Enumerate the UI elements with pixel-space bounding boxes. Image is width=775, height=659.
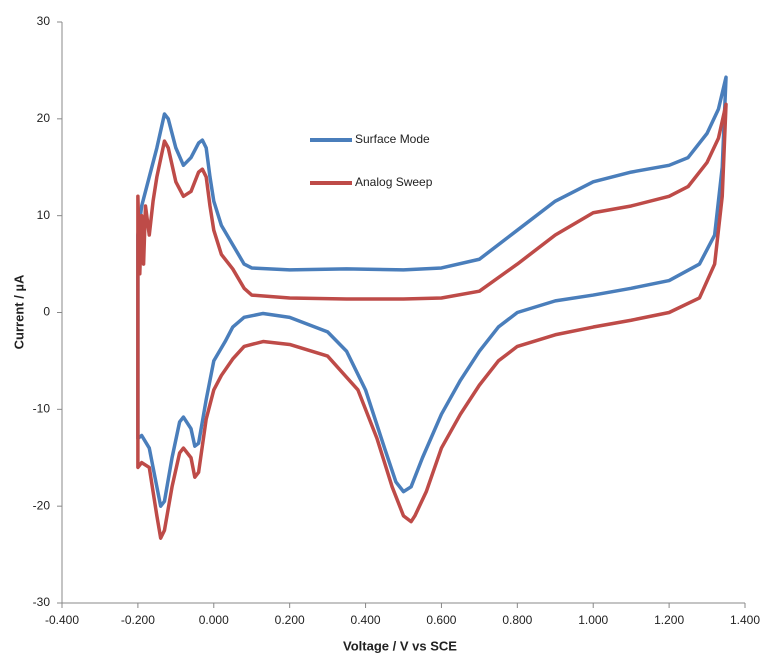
x-tick-label: 1.200 — [654, 613, 684, 627]
y-axis-title: Current / µA — [11, 274, 26, 349]
x-axis-title: Voltage / V vs SCE — [343, 638, 457, 653]
x-tick-label: 0.200 — [275, 613, 305, 627]
x-tick-label: -0.400 — [45, 613, 79, 627]
x-tick-label: 1.000 — [578, 613, 608, 627]
x-tick-label: 1.400 — [730, 613, 760, 627]
legend-label: Analog Sweep — [355, 175, 433, 189]
y-tick-label: -10 — [33, 402, 51, 416]
series-line — [136, 75, 728, 508]
legend-label: Surface Mode — [355, 132, 430, 146]
x-tick-label: 0.600 — [426, 613, 456, 627]
x-tick-label: 0.000 — [199, 613, 229, 627]
y-tick-label: 30 — [37, 14, 51, 28]
y-tick-label: 20 — [37, 111, 51, 125]
series-line — [136, 102, 728, 540]
y-tick-label: 10 — [37, 208, 51, 222]
x-tick-label: -0.200 — [121, 613, 155, 627]
x-tick-label: 0.800 — [502, 613, 532, 627]
y-tick-label: -20 — [33, 498, 51, 512]
y-tick-label: -30 — [33, 595, 51, 609]
y-tick-label: 0 — [43, 305, 50, 319]
x-tick-label: 0.400 — [351, 613, 381, 627]
